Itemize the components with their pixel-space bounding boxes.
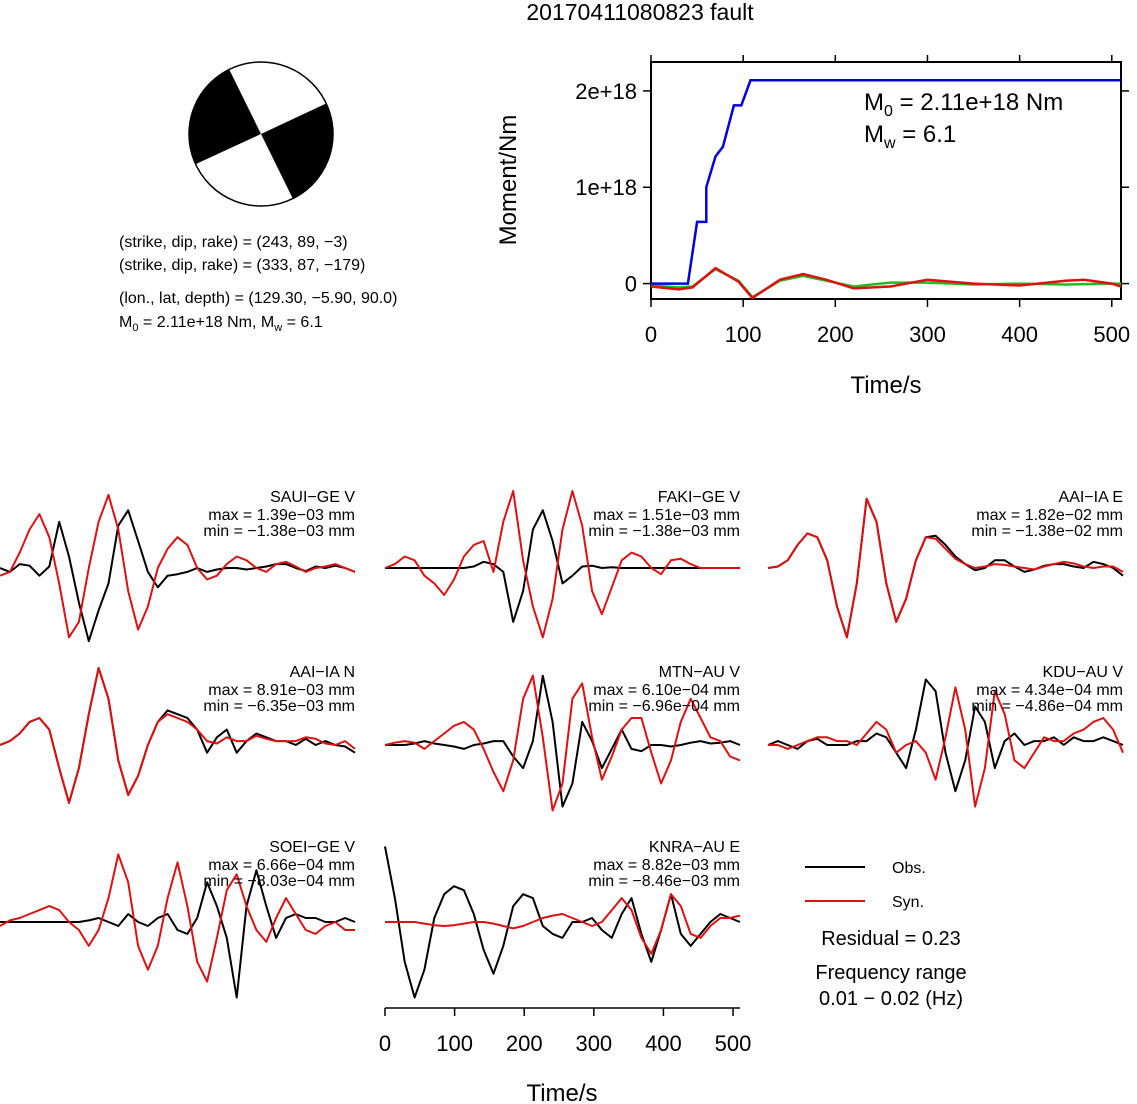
figure-title: 20170411080823 fault xyxy=(526,0,754,25)
station-min: min = −1.38e−02 mm xyxy=(971,523,1123,540)
location-text: (lon., lat, depth) = (129.30, −5.90, 90.… xyxy=(119,290,397,307)
m0-annotation: M0 = 2.11e+18 Nm xyxy=(864,89,1063,120)
legend-syn-label: Syn. xyxy=(892,894,924,911)
station-min: min = −6.35e−03 mm xyxy=(203,698,355,715)
station-max: max = 8.82e−03 mm xyxy=(593,857,740,874)
plane1-text: (strike, dip, rake) = (243, 89, −3) xyxy=(119,234,348,251)
station-name: AAI−IA N xyxy=(290,664,355,681)
moment-plot: 0 100 200 300 400 500 0 1e+18 2e+18 M0 = 2.11e+1… xyxy=(495,55,1130,399)
waveform-xtick-label: 0 xyxy=(379,1031,391,1056)
frequency-title: Frequency range xyxy=(815,962,966,984)
obs-trace xyxy=(0,509,356,643)
moment-xlabel: Time/s xyxy=(850,372,921,399)
frequency-range: 0.01 − 0.02 (Hz) xyxy=(819,988,963,1010)
syn-trace xyxy=(0,493,356,639)
focal-info: (strike, dip, rake) = (243, 89, −3) (str… xyxy=(119,234,397,334)
residual-text: Residual = 0.23 xyxy=(821,928,961,950)
waveform-xtick-label: 400 xyxy=(645,1031,682,1056)
syn-trace xyxy=(767,497,1124,639)
station-min: min = −8.03e−04 mm xyxy=(203,873,355,890)
station-name: FAKI−GE V xyxy=(658,489,741,506)
legend: Obs. Syn. xyxy=(805,860,926,911)
waveform-xtick-label: 200 xyxy=(506,1031,543,1056)
station-max: max = 6.66e−04 mm xyxy=(208,857,355,874)
syn-trace xyxy=(768,686,1124,808)
station-max: max = 8.91e−03 mm xyxy=(208,682,355,699)
station-name: KNRA−AU E xyxy=(649,839,740,856)
station-max: max = 4.34e−04 mm xyxy=(976,682,1123,699)
waveform-time-axis: 0 100 200 300 400 500 xyxy=(379,1007,752,1056)
moment-xtick-label: 400 xyxy=(1001,322,1038,347)
syn-trace xyxy=(384,490,740,639)
moment-xtick-label: 300 xyxy=(909,322,946,347)
obs-trace xyxy=(384,846,741,999)
station-max: max = 1.51e−03 mm xyxy=(593,507,740,524)
station-max: max = 1.82e−02 mm xyxy=(976,507,1123,524)
station-min: min = −8.46e−03 mm xyxy=(588,873,740,890)
moment-plot-frame xyxy=(650,61,1122,300)
station-name: SOEI−GE V xyxy=(269,839,355,856)
waveform-xtick-label: 500 xyxy=(715,1031,752,1056)
moment-series-0 xyxy=(651,79,1121,285)
obs-trace xyxy=(385,674,741,808)
moment-xtick-label: 200 xyxy=(817,322,854,347)
moment-ylabel: Moment/Nm xyxy=(495,115,522,246)
station-name: SAUI−GE V xyxy=(270,489,355,506)
station-min: min = −4.86e−04 mm xyxy=(971,698,1123,715)
moment-xtick-label: 0 xyxy=(645,322,657,347)
station-name: KDU−AU V xyxy=(1043,664,1124,681)
waveform-xlabel: Time/s xyxy=(526,1080,597,1104)
plane2-text: (strike, dip, rake) = (333, 87, −179) xyxy=(119,257,365,274)
waveform-xtick-label: 100 xyxy=(436,1031,473,1056)
syn-trace xyxy=(384,674,741,812)
mw-annotation: Mw = 6.1 xyxy=(864,121,956,152)
moment-xtick-label: 500 xyxy=(1093,322,1130,347)
obs-trace xyxy=(767,678,1124,793)
syn-trace xyxy=(0,667,356,804)
station-min: min = −1.38e−03 mm xyxy=(203,523,355,540)
moment-ytick-label: 0 xyxy=(625,272,637,297)
moment-ytick-label: 1e+18 xyxy=(575,175,637,200)
beachball-icon xyxy=(188,61,334,207)
station-max: max = 1.39e−03 mm xyxy=(208,507,355,524)
moment-ytick-label: 2e+18 xyxy=(575,79,637,104)
station-min: min = −6.96e−04 mm xyxy=(588,698,740,715)
syn-trace xyxy=(0,853,355,983)
station-min: min = −1.38e−03 mm xyxy=(588,523,740,540)
station-max: max = 6.10e−04 mm xyxy=(593,682,740,699)
syn-trace xyxy=(385,893,741,955)
moment-xtick-label: 100 xyxy=(725,322,762,347)
station-name: MTN−AU V xyxy=(659,664,741,681)
moment-text: M0 = 2.11e+18 Nm, Mw = 6.1 xyxy=(119,314,323,334)
waveform-xtick-label: 300 xyxy=(575,1031,612,1056)
legend-obs-label: Obs. xyxy=(892,860,926,877)
station-name: AAI−IA E xyxy=(1059,489,1123,506)
moment-series-2 xyxy=(650,266,1122,300)
obs-trace xyxy=(385,509,740,623)
